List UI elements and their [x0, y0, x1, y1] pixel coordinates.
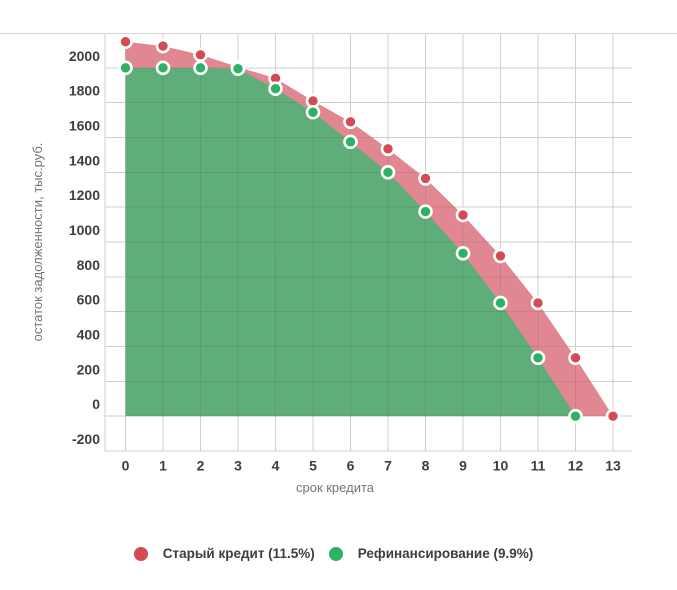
refinance-point-x10[interactable]: [493, 295, 508, 311]
old-credit-point-x9[interactable]: [455, 207, 471, 223]
old-credit-point-x6[interactable]: [343, 114, 358, 130]
refinance-area: [125, 67, 576, 417]
series-areas: [125, 41, 613, 417]
old-credit-point-x13[interactable]: [605, 408, 621, 424]
refinance-point-x11[interactable]: [530, 350, 546, 366]
y-tick-label: 400: [77, 327, 101, 343]
x-tick-label: 5: [309, 458, 317, 474]
refinance-point-x7[interactable]: [380, 165, 396, 180]
y-tick-label: 1600: [69, 118, 100, 134]
x-tick-label: 6: [347, 458, 355, 474]
x-axis-title: срок кредита: [296, 480, 375, 495]
y-tick-label: 600: [77, 292, 101, 308]
series-points: [118, 34, 621, 424]
y-tick-label: 1200: [69, 187, 100, 203]
refinance-point-x5[interactable]: [305, 104, 321, 120]
x-tick-label: 7: [384, 458, 392, 474]
tick-labels: -200 0 200 400 600 800 1000 1200 1400 1600 1800 200…: [69, 48, 621, 474]
legend-item-refinance[interactable]: Рефинансирование (9.9%): [328, 546, 534, 561]
refinance-point-x6[interactable]: [343, 134, 358, 150]
refinance-point-x0[interactable]: [118, 60, 133, 76]
y-tick-label: 1400: [69, 152, 100, 168]
x-tick-label: 10: [493, 458, 509, 474]
x-tick-label: 12: [568, 458, 584, 474]
legend-item-old-credit[interactable]: Старый кредит (11.5%): [133, 546, 315, 561]
old-credit-point-x12[interactable]: [568, 350, 583, 366]
loan-balance-chart: -200 0 200 400 600 800 1000 1200 1400 1600 1800 200…: [0, 33, 677, 495]
old-credit-point-x7[interactable]: [380, 141, 396, 157]
old-credit-point-x1[interactable]: [155, 38, 171, 54]
refinance-legend-label: Рефинансирование (9.9%): [357, 546, 534, 561]
old-credit-point-x2[interactable]: [193, 47, 208, 63]
y-tick-label: 200: [77, 361, 101, 377]
y-tick-label: 800: [77, 257, 101, 273]
y-axis-title: остаток задолженности, тыс.руб.: [30, 143, 45, 342]
y-tick-label: 2000: [69, 48, 100, 64]
x-tick-label: 4: [272, 458, 280, 474]
old-credit-point-x10[interactable]: [493, 248, 508, 264]
refinance-point-x4[interactable]: [268, 81, 283, 97]
old-credit-point-x8[interactable]: [418, 171, 433, 186]
refinance-point-x9[interactable]: [455, 246, 471, 261]
x-tick-label: 8: [422, 458, 430, 474]
refinance-point-x3[interactable]: [230, 61, 246, 77]
refinance-point-x1[interactable]: [155, 60, 171, 76]
old-credit-legend-label: Старый кредит (11.5%): [162, 546, 315, 561]
x-tick-label: 0: [122, 458, 130, 474]
old-credit-point-x11[interactable]: [530, 295, 546, 311]
refinance-swatch-icon: [328, 546, 343, 561]
y-tick-label: 1800: [69, 83, 100, 99]
x-tick-label: 3: [234, 458, 242, 474]
old-credit-swatch-icon: [133, 546, 148, 561]
x-tick-label: 11: [531, 458, 546, 474]
refinance-point-x2[interactable]: [193, 60, 208, 76]
chart-legend: Старый кредит (11.5%) Рефинансирование (…: [0, 540, 672, 567]
y-tick-label: -200: [72, 431, 100, 447]
refinance-point-x12[interactable]: [568, 408, 583, 424]
y-tick-label: 0: [92, 396, 100, 412]
old-credit-point-x0[interactable]: [118, 34, 133, 50]
y-tick-label: 1000: [69, 222, 100, 238]
x-tick-label: 2: [197, 458, 205, 474]
x-tick-label: 9: [459, 458, 467, 474]
refinance-point-x8[interactable]: [418, 204, 433, 219]
x-tick-label: 1: [159, 458, 167, 474]
x-tick-label: 13: [605, 458, 621, 474]
